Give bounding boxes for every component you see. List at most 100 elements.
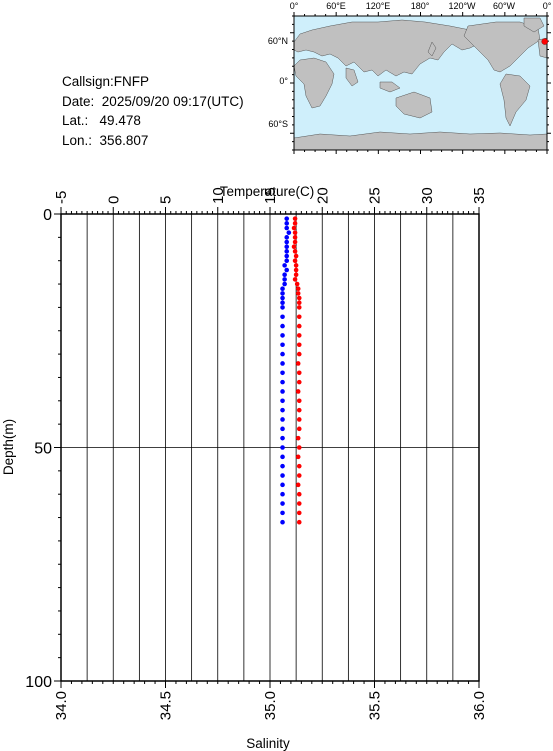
salinity-point	[280, 305, 285, 310]
map-land	[293, 17, 548, 151]
salinity-point	[280, 389, 285, 394]
salinity-point	[284, 249, 290, 254]
chart-grid	[61, 214, 479, 681]
salinity-point	[284, 216, 290, 221]
salinity-point	[280, 351, 285, 357]
temperature-point	[293, 267, 299, 273]
salinity-point	[280, 510, 285, 516]
date-row: Date: 2025/09/20 09:17(UTC)	[62, 92, 244, 112]
salinity-point	[280, 491, 285, 497]
salinity-point	[280, 473, 285, 478]
temperature-point	[296, 491, 302, 497]
salinity-point	[280, 463, 285, 469]
temperature-point	[293, 253, 299, 259]
salinity-point	[280, 314, 285, 320]
temperature-tick-labels: -5 0 5 10 15 20 25 30 35	[53, 187, 488, 204]
map-lon-tick-4: 120°W	[448, 1, 476, 11]
temperature-tick-label: 5	[158, 196, 175, 204]
temperature-point	[294, 281, 300, 287]
salinity-point	[280, 361, 285, 366]
plot-frame	[60, 213, 480, 682]
temperature-point	[293, 272, 299, 278]
temperature-tick-label: 20	[314, 187, 331, 204]
salinity-point	[284, 235, 290, 240]
temperature-point	[296, 473, 302, 478]
temperature-point	[291, 225, 297, 231]
salinity-point	[280, 454, 285, 460]
station-location-marker	[541, 38, 549, 45]
date-label: Date:	[62, 93, 95, 109]
salinity-point	[280, 398, 285, 404]
salinity-point	[284, 253, 290, 259]
map-lon-tick-2: 120°E	[366, 1, 391, 11]
temperature-point	[296, 463, 302, 469]
salinity-point	[284, 267, 290, 273]
temperature-point	[296, 426, 302, 432]
salinity-point	[280, 435, 285, 441]
callsign-value: FNFP	[113, 74, 150, 89]
map-lon-tick-1: 60°E	[326, 1, 346, 11]
temperature-point	[296, 305, 302, 310]
salinity-tick-label: 34.0	[53, 691, 70, 720]
temperature-point	[296, 370, 302, 376]
temperature-point	[292, 216, 298, 221]
temperature-point	[296, 417, 302, 422]
world-map: 0° 60°E 120°E 180° 120°W 60°W 0° 60°N 0°…	[268, 1, 552, 154]
temperature-point	[296, 323, 302, 329]
temperature-point	[292, 235, 298, 240]
salinity-point	[280, 333, 285, 338]
salinity-point	[280, 501, 285, 506]
temperature-point	[296, 295, 302, 301]
temperature-tick-label: 10	[210, 187, 227, 204]
station-info: Callsign:FNFP Date: 2025/09/20 09:17(UTC…	[62, 72, 244, 150]
salinity-point	[282, 263, 287, 268]
temperature-point	[296, 398, 302, 404]
salinity-point	[284, 225, 290, 231]
profile-points	[280, 216, 302, 525]
salinity-tick-labels: 34.0 34.5 35.0 35.5 36.0	[53, 691, 488, 720]
map-lon-tick-0: 0°	[290, 1, 299, 11]
land-india	[345, 67, 359, 87]
depth-tick-labels: 0 50 100	[25, 207, 52, 691]
map-lon-tick-5: 60°W	[493, 1, 516, 11]
depth-tick-label: 100	[25, 674, 52, 691]
temperature-point	[296, 342, 302, 348]
salinity-point	[280, 445, 285, 450]
salinity-point	[284, 244, 290, 249]
depth-tick-label: 50	[34, 441, 52, 458]
temperature-point	[296, 300, 302, 306]
depth-tick-label: 0	[43, 207, 52, 224]
temperature-point	[292, 230, 298, 235]
salinity-point	[280, 342, 285, 348]
salinity-point	[280, 417, 285, 422]
salinity-point	[282, 272, 287, 278]
temperature-point	[292, 249, 298, 254]
salinity-point	[280, 407, 285, 413]
land-indonesia	[379, 81, 401, 93]
temperature-point	[292, 258, 298, 264]
temperature-point	[292, 277, 298, 282]
salinity-point	[284, 258, 290, 264]
temperature-tick-label: 35	[471, 187, 488, 204]
temperature-point	[295, 482, 301, 488]
salinity-point	[280, 295, 285, 301]
temperature-point	[291, 244, 297, 249]
salinity-tick-label: 34.5	[158, 691, 175, 720]
lat-row: Lat.: 49.478	[62, 111, 244, 131]
salinity-tick-label: 35.5	[367, 691, 384, 720]
land-south-america	[499, 73, 531, 127]
temperature-point	[296, 379, 302, 385]
temperature-tick-label: 15	[262, 187, 279, 204]
salinity-point	[280, 291, 285, 296]
temperature-point	[296, 407, 302, 413]
date-value: 2025/09/20 09:17(UTC)	[101, 93, 244, 109]
temperature-point	[295, 389, 301, 394]
map-lat-tick-1: 0°	[279, 76, 288, 86]
lat-label: Lat.:	[62, 113, 89, 128]
temperature-point	[296, 445, 302, 450]
salinity-point	[280, 426, 285, 432]
land-japan	[427, 41, 437, 57]
salinity-axis-label: Salinity	[246, 736, 290, 751]
temperature-point	[295, 291, 301, 296]
temperature-point	[295, 454, 301, 460]
